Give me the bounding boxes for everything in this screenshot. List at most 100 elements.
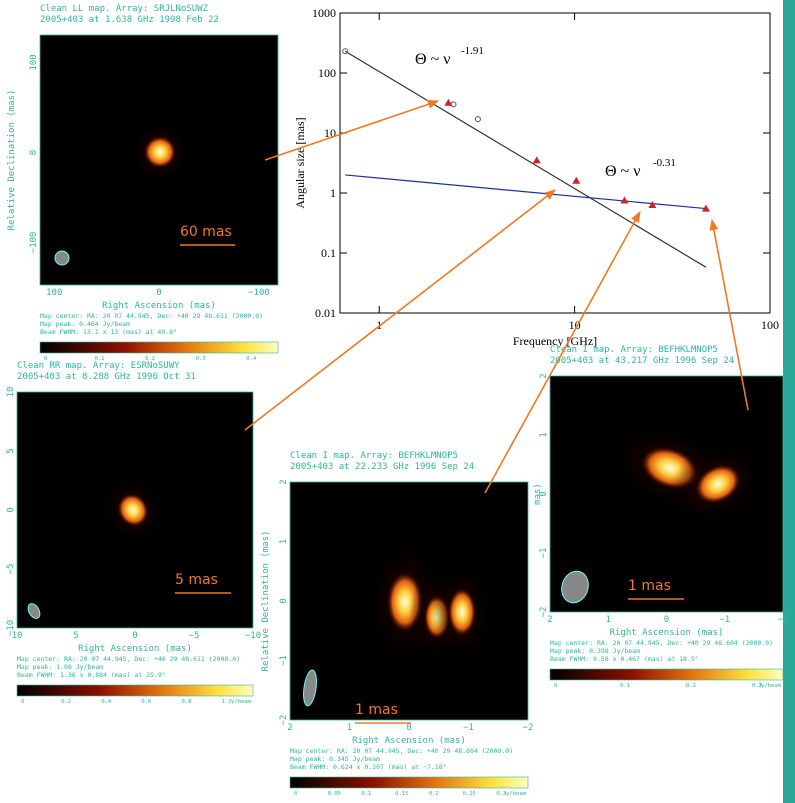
y-tick-label: 1000 bbox=[312, 6, 336, 20]
map-title: Clean LL map. Array: SRJLNoSUWZ bbox=[40, 4, 209, 14]
point bbox=[451, 102, 456, 107]
annotation-exponent: -0.31 bbox=[653, 157, 676, 169]
map-x-label: Right Ascension (mas) bbox=[102, 301, 216, 311]
colorbar-label: 0 bbox=[21, 699, 24, 705]
y-tick-label: 0.1 bbox=[321, 246, 336, 260]
y-axis-label: Angular size [mas] bbox=[293, 117, 307, 208]
point bbox=[533, 156, 541, 163]
map-footer: Map center: RA: 20 07 44.945, Dec: +40 2… bbox=[550, 639, 773, 647]
scale-label: 1 mas bbox=[355, 702, 398, 718]
map-y-tick-label: 1 bbox=[539, 432, 549, 437]
y-tick-label: 100 bbox=[318, 66, 336, 80]
annotation: Θ ~ ν bbox=[415, 51, 450, 68]
map-x-tick-label: −5 bbox=[189, 631, 200, 641]
map-x-tick-label: −2 bbox=[778, 615, 789, 625]
map-y-label: Relative Declination (mas) bbox=[261, 531, 271, 672]
point bbox=[444, 99, 452, 106]
map-x-tick-label: 2 bbox=[547, 615, 552, 625]
map-y-tick-label: 100 bbox=[29, 54, 39, 70]
map-y-tick-label: 5 bbox=[6, 448, 16, 453]
map-subtitle: 2005+403 at 8.288 GHz 1996 Oct 31 bbox=[17, 372, 196, 382]
map-y-tick-label: 0 bbox=[29, 150, 39, 155]
scale-label: 5 mas bbox=[175, 572, 218, 588]
map-x-tick-label: 1 bbox=[606, 615, 611, 625]
scale-label: 1 mas bbox=[628, 578, 671, 594]
colorbar-label: 0.1 bbox=[620, 683, 630, 689]
colorbar bbox=[17, 685, 253, 696]
map-y-label: Relative Declination (mas) bbox=[7, 90, 17, 231]
map-y-tick-label: −1 bbox=[539, 548, 549, 559]
annotation-exponent: -1.91 bbox=[461, 45, 484, 57]
colorbar-label: 0.2 bbox=[61, 699, 71, 705]
colorbar-label: 0.3 bbox=[196, 356, 206, 362]
map-title: Clean I map. Array: BEFHKLMNOP5 bbox=[550, 345, 718, 355]
map-title: Clean I map. Array: BEFHKLMNOP5 bbox=[290, 451, 458, 461]
colorbar-label: 0.1 bbox=[361, 791, 371, 797]
colorbar-label: 0.15 bbox=[395, 791, 408, 797]
figure: 1101000.010.11101001000Frequency [GHz]An… bbox=[0, 0, 795, 803]
map-x-tick-label: −1 bbox=[719, 615, 730, 625]
x-tick-label: 100 bbox=[761, 318, 779, 332]
map-x-tick-label: 5 bbox=[73, 631, 78, 641]
map-x-tick-label: 0 bbox=[406, 723, 411, 733]
colorbar-label: 0.2 bbox=[429, 791, 439, 797]
fit-line bbox=[345, 51, 706, 267]
colorbar bbox=[40, 342, 278, 353]
colorbar-label: 0.6 bbox=[141, 699, 151, 705]
map-footer: Map center: RA: 20 07 44.945, Dec: +40 2… bbox=[290, 747, 513, 755]
map-y-tick-label: 2 bbox=[539, 373, 549, 378]
map-y-tick-label: 1 bbox=[279, 539, 289, 544]
map-x-tick-label: −10 bbox=[245, 631, 261, 641]
colorbar bbox=[550, 669, 783, 680]
colorbar-unit: Jy/beam bbox=[758, 683, 782, 689]
point bbox=[475, 117, 480, 122]
map-x-tick-label: 0 bbox=[132, 631, 137, 641]
colorbar-label: 1 bbox=[222, 699, 225, 705]
colorbar-label: 0.05 bbox=[328, 791, 341, 797]
source-emission bbox=[144, 136, 176, 168]
scale-label: 60 mas bbox=[180, 224, 232, 240]
map-x-label: Right Ascension (mas) bbox=[352, 736, 466, 746]
map-y-tick-label: 2 bbox=[279, 479, 289, 484]
map-subtitle: 2005+403 at 1.638 GHz 1998 Feb 22 bbox=[40, 15, 219, 25]
map-y-tick-label: 0 bbox=[279, 598, 289, 603]
colorbar bbox=[290, 777, 528, 788]
point bbox=[620, 196, 628, 203]
colorbar-label: 0.8 bbox=[181, 699, 191, 705]
map-y-tick-label: −5 bbox=[6, 564, 16, 575]
map-footer: Map peak: 0.398 Jy/beam bbox=[550, 647, 640, 655]
map-footer: Beam FWHM: 1.36 x 0.884 (mas) at 25.9° bbox=[17, 671, 166, 679]
colorbar-unit: Jy/beam bbox=[228, 699, 252, 705]
radio-map: Clean I map. Array: BEFHKLMNOP52005+403 … bbox=[533, 345, 788, 689]
map-x-tick-label: −1 bbox=[463, 723, 474, 733]
radio-map: Clean I map. Array: BEFHKLMNOP52005+403 … bbox=[261, 451, 533, 797]
map-y-tick-label: 0 bbox=[6, 507, 16, 512]
colorbar-label: 0.4 bbox=[246, 356, 257, 362]
map-footer: Beam FWHM: 13.1 x 13 (mas) at 49.8° bbox=[40, 328, 177, 336]
map-x-tick-label: −2 bbox=[523, 723, 534, 733]
map-footer: Map peak: 1.08 Jy/beam bbox=[17, 663, 103, 671]
colorbar-label: 0 bbox=[294, 791, 297, 797]
arrow bbox=[245, 190, 555, 430]
map-y-label: mas) bbox=[533, 483, 543, 505]
point bbox=[648, 201, 656, 208]
radio-map: Clean LL map. Array: SRJLNoSUWZ2005+403 … bbox=[7, 4, 278, 362]
arrow bbox=[265, 101, 438, 160]
colorbar-label: 0.25 bbox=[463, 791, 476, 797]
map-x-tick-label: 0 bbox=[156, 288, 161, 298]
map-footer: Map peak: 0.464 Jy/beam bbox=[40, 320, 130, 328]
map-x-tick-label: 2 bbox=[287, 723, 292, 733]
y-tick-label: 0.01 bbox=[315, 306, 336, 320]
plot-frame bbox=[340, 13, 770, 313]
annotation: Θ ~ ν bbox=[605, 163, 640, 180]
map-x-tick-label: −100 bbox=[248, 288, 270, 298]
map-y-tick-label: −100 bbox=[29, 232, 39, 254]
map-footer: Beam FWHM: 0.58 x 0.467 (mas) at 18.5° bbox=[550, 655, 699, 663]
beam bbox=[55, 251, 69, 265]
map-x-label: Right Ascension (mas) bbox=[78, 644, 192, 654]
map-x-tick-label: 10 bbox=[12, 631, 23, 641]
source-emission bbox=[448, 588, 476, 636]
map-footer: Map center: RA: 20 07 44.945, Dec: +40 2… bbox=[17, 655, 240, 663]
map-subtitle: 2005+403 at 22.233 GHz 1996 Sep 24 bbox=[290, 462, 474, 472]
